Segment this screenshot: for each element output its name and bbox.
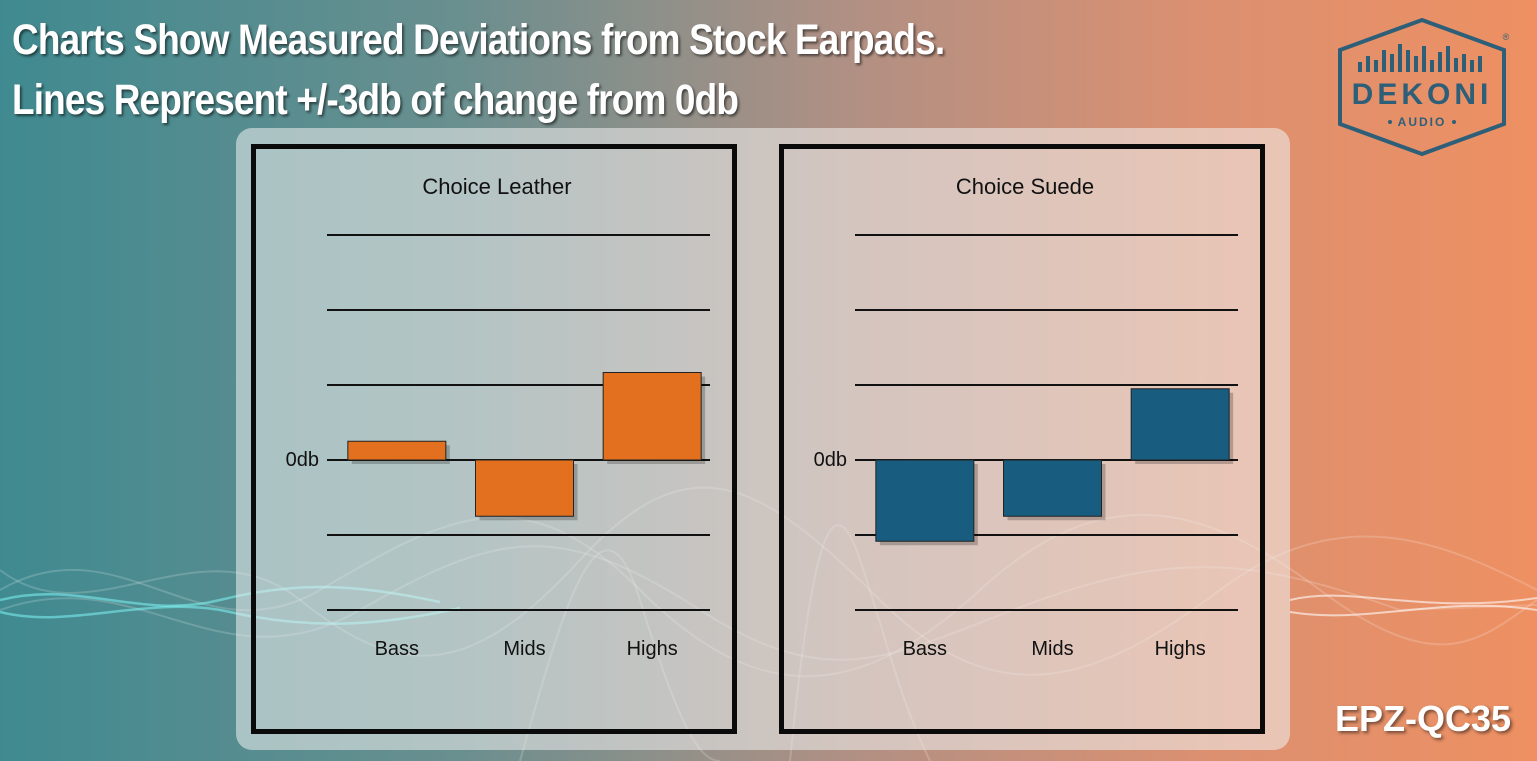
logo-sub: AUDIO: [1398, 115, 1447, 129]
category-label: Highs: [627, 638, 678, 660]
bar-mids: [1003, 459, 1102, 517]
model-code: EPZ-QC35: [1334, 698, 1511, 739]
category-label: Mids: [503, 638, 545, 660]
bar-mids: [475, 459, 574, 517]
chart-svg-leather: Choice Leather 0db Bass Mids Highs: [286, 174, 710, 660]
bar-highs: [1130, 388, 1230, 461]
bar-bass: [347, 440, 447, 461]
chart-choice-leather: Choice Leather 0db Bass Mids Highs: [251, 144, 737, 734]
equalizer-icon: [1358, 44, 1482, 72]
dekoni-audio-logo: DEKONI AUDIO ®: [1338, 17, 1510, 157]
chart-choice-suede: Choice Suede 0db Bass Mids Highs: [779, 144, 1265, 734]
category-label: Highs: [1155, 638, 1206, 660]
zero-label: 0db: [286, 449, 319, 471]
headline-line-1: Charts Show Measured Deviations from Sto…: [12, 16, 945, 64]
headline-line-2: Lines Represent +/-3db of change from 0d…: [12, 76, 739, 124]
zero-label: 0db: [814, 449, 847, 471]
bar-highs: [602, 372, 702, 461]
chart-title: Choice Leather: [422, 174, 571, 199]
chart-title: Choice Suede: [956, 174, 1094, 199]
chart-svg-suede: Choice Suede 0db Bass Mids Highs: [814, 174, 1238, 660]
category-label: Bass: [375, 638, 419, 660]
category-label: Bass: [903, 638, 947, 660]
bar-bass: [875, 459, 975, 542]
charts-panel: [236, 128, 1290, 750]
category-label: Mids: [1031, 638, 1073, 660]
logo-brand: DEKONI: [1352, 78, 1493, 111]
registered-mark: ®: [1503, 32, 1510, 42]
